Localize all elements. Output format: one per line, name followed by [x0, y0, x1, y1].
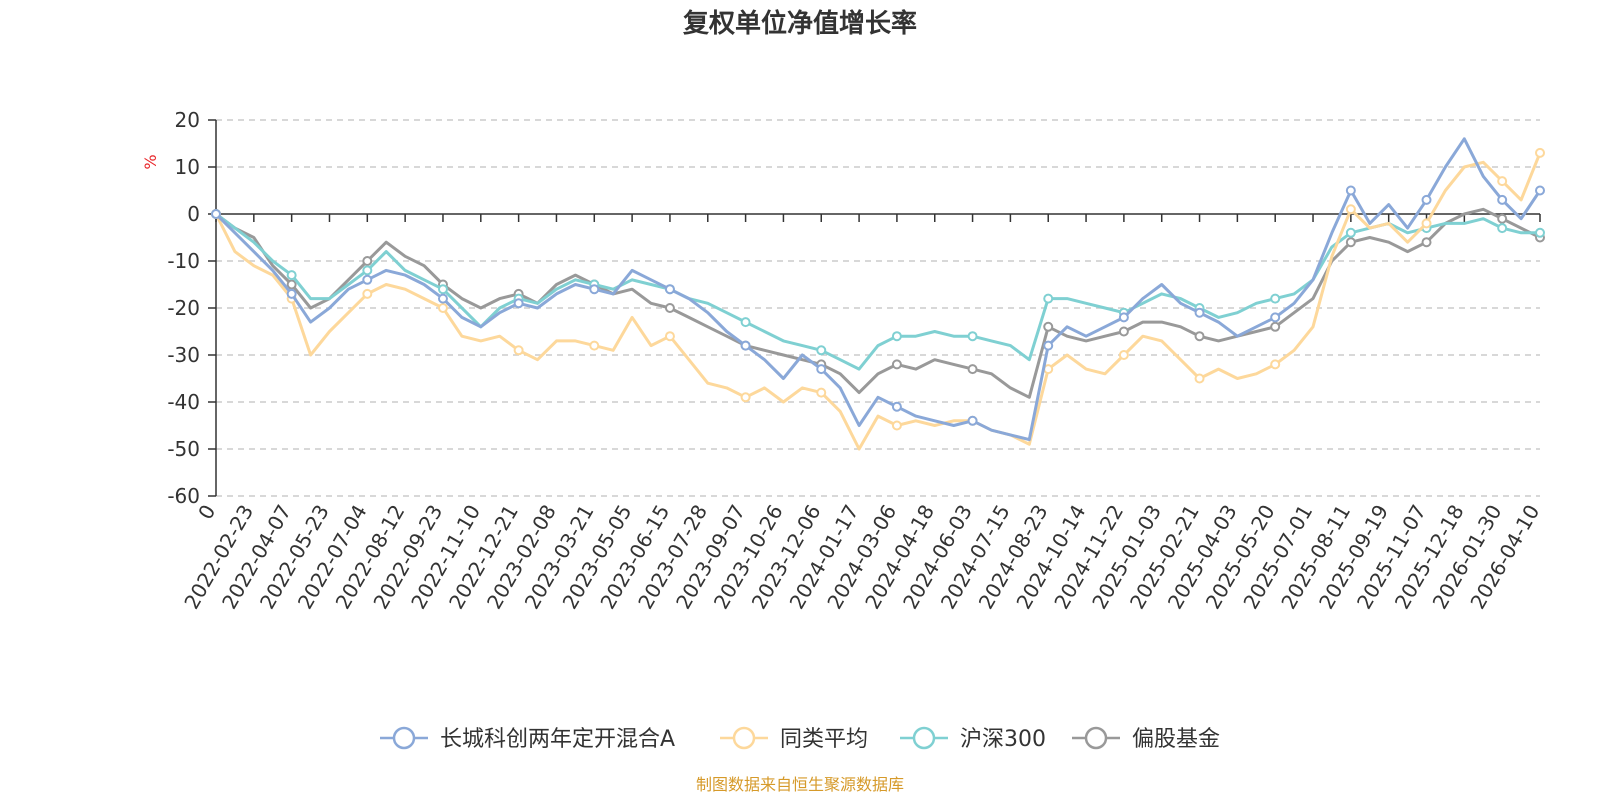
data-point — [1043, 293, 1054, 304]
series-lines — [211, 137, 1545, 451]
data-point — [740, 317, 751, 328]
legend-item[interactable]: 偏股基金 — [1072, 726, 1220, 752]
legend-label: 同类平均 — [780, 727, 868, 752]
data-point — [1535, 185, 1545, 196]
data-point — [1421, 237, 1432, 248]
y-tick-label: 10 — [175, 155, 200, 179]
legend-marker — [1084, 726, 1108, 750]
data-point — [437, 284, 448, 295]
data-point — [362, 265, 373, 276]
data-point — [891, 359, 902, 370]
data-point — [1194, 331, 1205, 342]
data-point — [513, 298, 524, 309]
data-point — [1270, 359, 1281, 370]
data-point — [967, 415, 978, 426]
legend-marker — [732, 726, 756, 750]
data-point — [1345, 237, 1356, 248]
y-axis-unit: % — [141, 154, 160, 169]
data-point — [816, 364, 827, 375]
data-point — [1118, 326, 1129, 337]
y-tick-label: -60 — [167, 484, 200, 508]
data-point — [286, 288, 297, 299]
data-point — [211, 209, 221, 219]
y-tick-label: -30 — [167, 343, 200, 367]
legend-label: 偏股基金 — [1132, 727, 1220, 752]
data-point — [362, 288, 373, 299]
legend-item[interactable]: 同类平均 — [720, 726, 868, 752]
data-point — [437, 303, 448, 313]
data-point — [664, 303, 675, 313]
data-point — [740, 340, 751, 351]
data-point — [1194, 307, 1205, 318]
series-line — [215, 212, 1540, 371]
data-point — [1497, 176, 1508, 187]
data-point — [1043, 321, 1054, 332]
data-point — [362, 256, 373, 266]
y-tick-label: 20 — [175, 108, 200, 132]
data-point — [362, 274, 373, 285]
data-point — [1535, 227, 1545, 238]
data-point — [891, 401, 902, 412]
data-point — [1270, 312, 1281, 323]
data-point — [1270, 321, 1281, 332]
data-point — [891, 420, 902, 431]
data-point — [1345, 227, 1356, 238]
data-point — [967, 331, 978, 342]
gridlines — [216, 119, 1540, 497]
legend-marker — [392, 726, 416, 750]
y-tick-label: 0 — [187, 202, 200, 226]
data-point — [286, 279, 297, 290]
data-point — [513, 345, 524, 356]
data-point — [816, 345, 827, 356]
data-point — [1118, 350, 1129, 360]
data-point — [967, 364, 978, 375]
y-tick-label: -10 — [167, 249, 200, 273]
series-line — [214, 152, 1542, 451]
data-point — [1421, 194, 1432, 205]
data-point — [664, 284, 675, 295]
data-point — [1043, 340, 1054, 351]
legend-item[interactable]: 沪深300 — [900, 726, 1046, 752]
source-note: 制图数据来自恒生聚源数据库 — [696, 775, 904, 794]
x-tick-label: 0 — [193, 501, 220, 524]
data-point — [437, 293, 448, 304]
y-axis: 20 10 0 -10 -20 -30 -40 -50 -60 — [167, 108, 217, 508]
x-axis: 02022-02-232022-04-072022-05-232022-07-0… — [179, 213, 1544, 613]
data-point — [891, 331, 902, 342]
y-tick-label: -40 — [167, 390, 200, 414]
y-tick-label: -50 — [167, 437, 200, 461]
data-point — [286, 270, 297, 281]
data-point — [1270, 293, 1281, 304]
series-line — [214, 137, 1542, 442]
legend-item[interactable]: 长城科创两年定开混合A — [380, 726, 675, 752]
data-point — [1497, 194, 1508, 205]
data-point — [1345, 204, 1356, 215]
data-point — [1497, 223, 1508, 234]
legend-marker — [912, 726, 936, 750]
data-point — [1421, 218, 1432, 229]
series-line — [215, 207, 1541, 399]
data-point — [1535, 147, 1545, 158]
data-point — [740, 392, 751, 403]
data-point — [589, 284, 600, 295]
data-point — [816, 387, 827, 398]
data-point — [1497, 213, 1508, 224]
legend[interactable]: 长城科创两年定开混合A 同类平均 沪深300 偏股基金 — [380, 726, 1220, 752]
legend-label: 长城科创两年定开混合A — [440, 727, 675, 752]
data-point — [1345, 185, 1356, 196]
legend-label: 沪深300 — [960, 727, 1046, 752]
data-point — [1194, 373, 1205, 384]
y-tick-label: -20 — [167, 296, 200, 320]
data-point — [664, 331, 675, 342]
chart-title: 复权单位净值增长率 — [683, 8, 917, 39]
data-point — [1118, 312, 1129, 323]
data-point — [589, 340, 600, 351]
